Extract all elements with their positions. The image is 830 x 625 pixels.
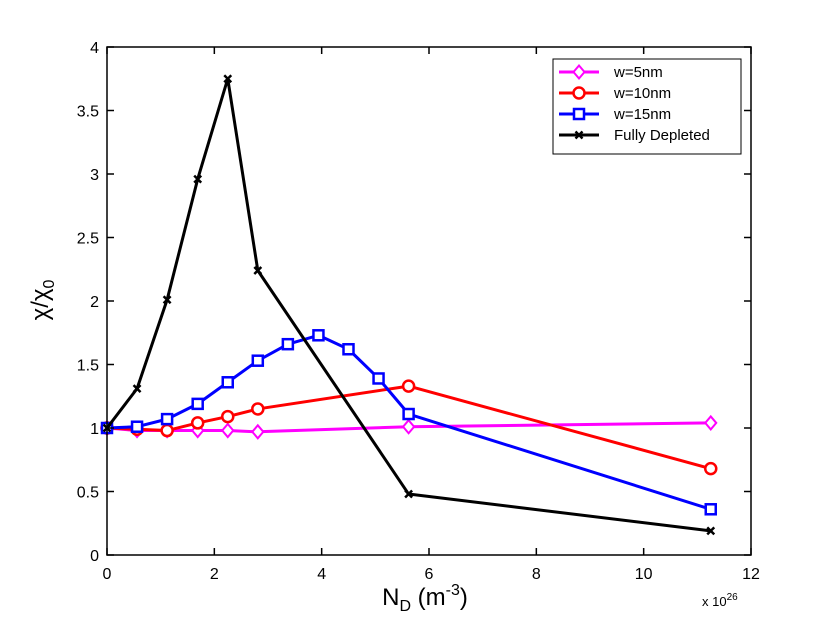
data-point-fully-depleted — [223, 74, 233, 84]
data-point-w-10nm — [251, 402, 265, 416]
data-point-w-15nm — [130, 420, 144, 433]
y-tick-label: 3 — [90, 167, 99, 184]
plot-area — [100, 74, 718, 536]
series-fully-depleted — [102, 74, 716, 536]
data-point-w-10nm — [160, 423, 174, 438]
marker-stroke — [193, 174, 203, 184]
legend-item-w-5nm: w=5nm — [559, 63, 663, 81]
legend-item-w-15nm: w=15nm — [559, 106, 671, 123]
x-tick-label: 12 — [742, 566, 760, 583]
x-axis-label-main: N — [382, 584, 399, 611]
data-point-w-5nm — [250, 423, 265, 440]
data-point-fully-depleted — [404, 489, 413, 499]
legend-item-w-10nm: w=10nm — [559, 85, 671, 102]
y-axis-label-sub: 0 — [41, 280, 58, 289]
data-point-fully-depleted — [162, 295, 172, 305]
data-point-w-15nm — [342, 343, 355, 356]
x-axis-label: ND (m-3) — [382, 582, 468, 615]
marker-stroke — [223, 74, 233, 84]
data-point-w-10nm — [190, 416, 205, 430]
x-axis-multiplier: x 1026 — [702, 592, 738, 609]
data-point-w-5nm — [401, 418, 416, 435]
legend-box — [552, 58, 742, 155]
x-axis-label-unit-close: ) — [460, 584, 468, 611]
data-point-w-5nm — [220, 422, 235, 439]
legend-marker — [574, 130, 584, 140]
data-point-w-10nm — [704, 461, 718, 476]
legend-marker — [572, 63, 586, 81]
data-point-w-10nm — [401, 379, 416, 393]
x-axis-multiplier-base: x 10 — [702, 594, 727, 609]
y-tick-label: 4 — [90, 40, 99, 57]
marker-stroke — [132, 384, 142, 394]
data-point-fully-depleted — [193, 174, 203, 184]
x-tick-label: 6 — [425, 566, 434, 583]
legend-label: Fully Depleted — [614, 127, 710, 144]
marker-stroke — [574, 130, 584, 140]
data-point-w-15nm — [312, 329, 325, 342]
legend-items: w=5nm w=10nm w=15nm Fully Depleted — [559, 63, 710, 144]
data-point-w-15nm — [221, 376, 234, 389]
marker-stroke — [253, 266, 263, 275]
data-point-w-15nm — [402, 407, 415, 421]
legend-marker — [572, 107, 586, 121]
y-tick-label: 2.5 — [77, 231, 99, 248]
data-point-fully-depleted — [253, 266, 263, 275]
x-tick-label: 0 — [103, 566, 112, 583]
series-line-fully-depleted — [105, 77, 711, 533]
y-tick-label: 1 — [90, 421, 99, 438]
y-tick-label: 2 — [90, 294, 99, 311]
data-point-w-15nm — [704, 503, 717, 516]
y-tick-label: 3.5 — [77, 104, 99, 121]
data-point-w-15nm — [372, 372, 385, 385]
legend-label: w=5nm — [613, 64, 663, 81]
legend-label: w=15nm — [613, 106, 671, 123]
marker-stroke — [706, 526, 716, 536]
series-w-15nm — [100, 329, 717, 516]
legend-label: w=10nm — [613, 85, 671, 102]
x-tick-label: 8 — [532, 566, 541, 583]
legend: w=5nm w=10nm w=15nm Fully Depleted — [552, 58, 742, 155]
x-axis-label-unit-open: (m — [411, 584, 446, 611]
data-point-fully-depleted — [132, 384, 142, 394]
legend-item-fully-depleted: Fully Depleted — [559, 127, 710, 144]
x-axis-multiplier-exponent: 26 — [727, 592, 739, 603]
data-point-w-10nm — [221, 409, 235, 424]
y-tick-label: 1.5 — [77, 358, 99, 375]
x-tick-label: 10 — [635, 566, 653, 583]
marker-stroke — [404, 489, 413, 499]
ticks: 0 2 4 6 8 10 12 0 0.5 1 1.5 2 2.5 3 3.5 4 — [77, 40, 760, 583]
data-point-w-5nm — [703, 414, 718, 431]
data-point-w-15nm — [160, 412, 174, 426]
x-axis-label-sup: -3 — [446, 582, 460, 599]
marker-stroke — [162, 295, 172, 305]
y-axis-label-main: χ/χ — [27, 288, 54, 320]
legend-marker — [572, 86, 586, 100]
y-tick-label: 0.5 — [77, 485, 99, 502]
data-point-fully-depleted — [706, 526, 716, 536]
x-axis-label-sub: D — [399, 598, 411, 615]
data-point-w-15nm — [251, 354, 265, 367]
y-tick-label: 0 — [90, 548, 99, 565]
data-point-w-15nm — [281, 337, 295, 351]
x-tick-label: 2 — [210, 566, 219, 583]
y-axis-label: χ/χ0 — [27, 280, 58, 321]
data-point-w-15nm — [191, 397, 204, 411]
x-tick-label: 4 — [317, 566, 326, 583]
